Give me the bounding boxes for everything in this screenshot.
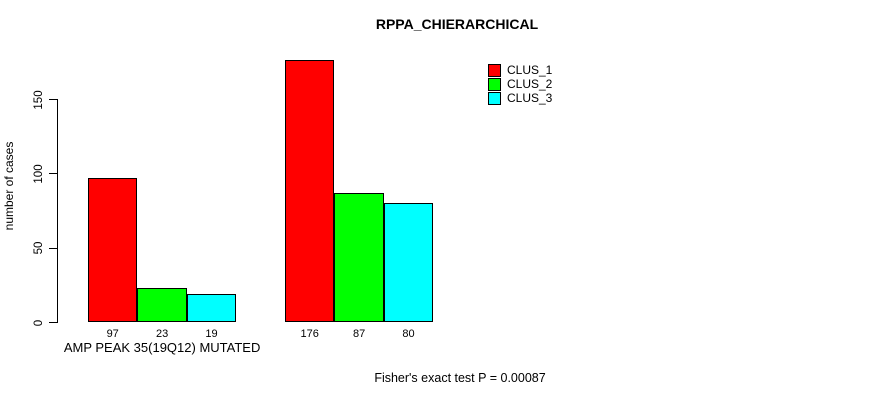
x-group-label: AMP PEAK 35(19Q12) MUTATED	[63, 340, 261, 355]
legend-swatch-icon	[488, 77, 501, 91]
legend-item: CLUS_2	[488, 77, 552, 91]
bar-value-label: 80	[402, 328, 415, 340]
legend-label: CLUS_2	[507, 77, 553, 91]
legend-swatch-icon	[488, 63, 501, 77]
bar-clus_1-group1	[88, 177, 138, 322]
bar-value-label: 87	[352, 328, 366, 340]
chart-title: RPPA_CHIERARCHICAL	[375, 16, 539, 32]
y-axis-label: number of cases	[2, 141, 16, 231]
y-axis-tick	[49, 247, 57, 249]
y-axis-tick-label: 50	[33, 241, 45, 255]
bar-value-label: 97	[106, 328, 119, 340]
bar-clus_1-group2	[285, 60, 335, 322]
y-axis-tick	[49, 173, 57, 175]
y-axis-tick	[49, 99, 57, 100]
bar-clus_3-group2	[383, 203, 434, 322]
y-axis-tick-label: 150	[33, 89, 45, 110]
legend: CLUS_1 CLUS_2 CLUS_3	[488, 63, 552, 105]
bar-clus_2-group1	[137, 287, 187, 322]
bar-clus_3-group1	[186, 293, 237, 322]
bar-value-label: 23	[155, 328, 169, 340]
y-axis-tick-label: 100	[33, 164, 45, 184]
bar-clus_2-group2	[334, 192, 384, 322]
legend-swatch-icon	[488, 91, 501, 105]
y-axis-tick-label: 0	[33, 319, 45, 326]
pvalue-annotation: Fisher's exact test P = 0.00087	[374, 371, 546, 385]
legend-label: CLUS_1	[507, 63, 553, 77]
legend-item: CLUS_1	[488, 63, 552, 77]
bar-value-label: 19	[205, 328, 218, 340]
legend-label: CLUS_3	[507, 91, 553, 105]
legend-item: CLUS_3	[488, 91, 552, 105]
y-axis-tick	[49, 322, 57, 323]
bar-value-label: 176	[300, 328, 319, 340]
y-axis-line	[57, 99, 58, 323]
